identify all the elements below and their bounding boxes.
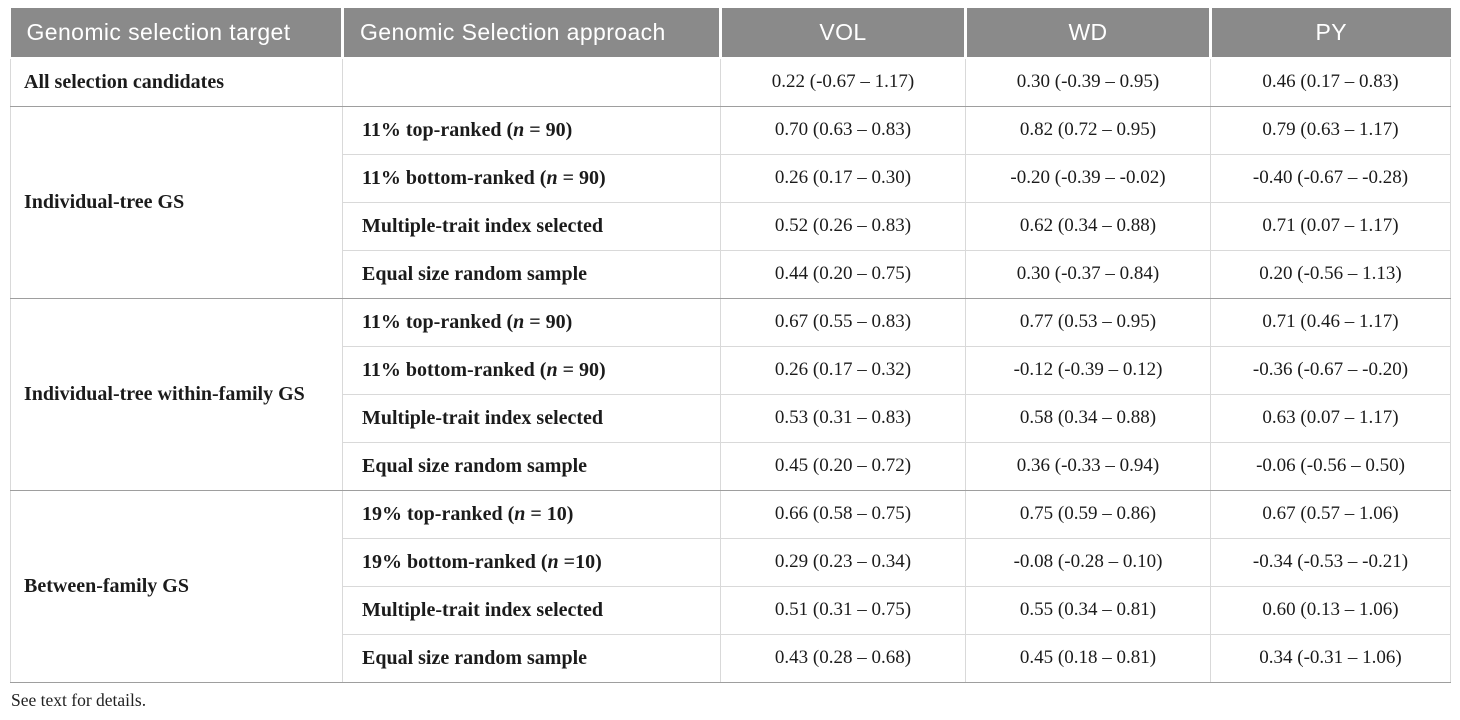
py-value-cell: -0.36 (-0.67 – -0.20) xyxy=(1210,345,1451,395)
vol-value-cell: 0.70 (0.63 – 0.83) xyxy=(720,105,966,155)
selection-target-cell: Individual-tree within-family GS xyxy=(10,297,343,491)
wd-value-cell: 0.45 (0.18 – 0.81) xyxy=(965,633,1211,683)
n-variable: n xyxy=(546,358,558,381)
selection-approach-cell: 11% top-ranked (n = 90) xyxy=(342,105,721,155)
py-value-cell: 0.34 (-0.31 – 1.06) xyxy=(1210,633,1451,683)
wd-value-cell: 0.58 (0.34 – 0.88) xyxy=(965,393,1211,443)
vol-value-cell: 0.45 (0.20 – 0.72) xyxy=(720,441,966,491)
vol-value-cell: 0.22 (-0.67 – 1.17) xyxy=(720,57,966,107)
wd-value-cell: -0.20 (-0.39 – -0.02) xyxy=(965,153,1211,203)
wd-value-cell: 0.75 (0.59 – 0.86) xyxy=(965,489,1211,539)
table-row: Between-family GS 19% top-ranked (n = 10)… xyxy=(10,489,1451,683)
column-header-py: PY xyxy=(1209,8,1451,59)
selection-approach-cell: 19% top-ranked (n = 10) xyxy=(342,489,721,539)
table-row: Equal size random sample 0.43 (0.28 – 0.6… xyxy=(11,633,1451,683)
table-body: All selection candidates 0.22 (-0.67 – 1.… xyxy=(10,57,1451,683)
table-row: Individual-tree within-family GS 11% top-… xyxy=(10,297,1451,491)
vol-value-cell: 0.26 (0.17 – 0.30) xyxy=(720,153,966,203)
n-variable: n xyxy=(546,166,558,189)
wd-value-cell: 0.30 (-0.37 – 0.84) xyxy=(965,249,1211,299)
n-variable: n xyxy=(513,310,525,333)
py-value-cell: 0.63 (0.07 – 1.17) xyxy=(1210,393,1451,443)
py-value-cell: -0.40 (-0.67 – -0.28) xyxy=(1210,153,1451,203)
table-row: Multiple-trait index selected 0.53 (0.31 … xyxy=(11,393,1451,443)
vol-value-cell: 0.29 (0.23 – 0.34) xyxy=(720,537,966,587)
n-variable: n xyxy=(547,550,559,573)
py-value-cell: -0.06 (-0.56 – 0.50) xyxy=(1210,441,1451,491)
wd-value-cell: 0.55 (0.34 – 0.81) xyxy=(965,585,1211,635)
wd-value-cell: -0.12 (-0.39 – 0.12) xyxy=(965,345,1211,395)
table-row: Equal size random sample 0.44 (0.20 – 0.7… xyxy=(11,249,1451,299)
vol-value-cell: 0.44 (0.20 – 0.75) xyxy=(720,249,966,299)
selection-target-cell: Individual-tree GS xyxy=(10,105,343,299)
table-header: Genomic selection target Genomic Selecti… xyxy=(10,8,1451,59)
table-row: Multiple-trait index selected 0.52 (0.26 … xyxy=(11,201,1451,251)
selection-approach-cell: Equal size random sample xyxy=(342,249,721,299)
wd-value-cell: 0.30 (-0.39 – 0.95) xyxy=(965,57,1211,107)
py-value-cell: -0.34 (-0.53 – -0.21) xyxy=(1210,537,1451,587)
vol-value-cell: 0.43 (0.28 – 0.68) xyxy=(720,633,966,683)
genomic-selection-results-table: Genomic selection target Genomic Selecti… xyxy=(10,8,1451,711)
py-value-cell: 0.60 (0.13 – 1.06) xyxy=(1210,585,1451,635)
py-value-cell: 0.79 (0.63 – 1.17) xyxy=(1210,105,1451,155)
py-value-cell: 0.71 (0.46 – 1.17) xyxy=(1210,297,1451,347)
n-variable: n xyxy=(514,502,526,525)
selection-approach-cell: 11% bottom-ranked (n = 90) xyxy=(342,345,721,395)
vol-value-cell: 0.51 (0.31 – 0.75) xyxy=(720,585,966,635)
table-footnote: See text for details. xyxy=(11,689,147,710)
table-row: All selection candidates 0.22 (-0.67 – 1.… xyxy=(10,57,1451,107)
vol-value-cell: 0.53 (0.31 – 0.83) xyxy=(720,393,966,443)
wd-value-cell: -0.08 (-0.28 – 0.10) xyxy=(965,537,1211,587)
selection-approach-cell: Equal size random sample xyxy=(342,633,721,683)
table-row: 19% bottom-ranked (n =10) 0.29 (0.23 – 0.… xyxy=(11,537,1451,587)
vol-value-cell: 0.52 (0.26 – 0.83) xyxy=(720,201,966,251)
table-row: 11% bottom-ranked (n = 90) 0.26 (0.17 – 0… xyxy=(11,345,1451,395)
wd-value-cell: 0.36 (-0.33 – 0.94) xyxy=(965,441,1211,491)
results-table: Genomic selection target Genomic Selecti… xyxy=(10,8,1451,683)
selection-approach-cell: Equal size random sample xyxy=(342,441,721,491)
vol-value-cell: 0.67 (0.55 – 0.83) xyxy=(720,297,966,347)
py-value-cell: 0.46 (0.17 – 0.83) xyxy=(1210,57,1451,107)
column-header-approach: Genomic Selection approach xyxy=(341,8,721,59)
table-row: Individual-tree GS 11% top-ranked (n = 90… xyxy=(10,105,1451,299)
selection-approach-cell: 11% bottom-ranked (n = 90) xyxy=(342,153,721,203)
wd-value-cell: 0.77 (0.53 – 0.95) xyxy=(965,297,1211,347)
selection-approach-cell: 11% top-ranked (n = 90) xyxy=(342,297,721,347)
vol-value-cell: 0.26 (0.17 – 0.32) xyxy=(720,345,966,395)
column-header-target: Genomic selection target xyxy=(10,8,343,59)
column-header-wd: WD xyxy=(964,8,1211,59)
n-variable: n xyxy=(513,118,525,141)
wd-value-cell: 0.62 (0.34 – 0.88) xyxy=(965,201,1211,251)
py-value-cell: 0.67 (0.57 – 1.06) xyxy=(1210,489,1451,539)
column-header-vol: VOL xyxy=(719,8,966,59)
selection-target-cell: Between-family GS xyxy=(10,489,343,683)
py-value-cell: 0.20 (-0.56 – 1.13) xyxy=(1210,249,1451,299)
header-row: Genomic selection target Genomic Selecti… xyxy=(10,8,1451,59)
selection-approach-cell: 19% bottom-ranked (n =10) xyxy=(342,537,721,587)
py-value-cell: 0.71 (0.07 – 1.17) xyxy=(1210,201,1451,251)
selection-target-cell: All selection candidates xyxy=(10,57,343,107)
vol-value-cell: 0.66 (0.58 – 0.75) xyxy=(720,489,966,539)
selection-approach-cell xyxy=(342,57,721,107)
selection-approach-cell: Multiple-trait index selected xyxy=(342,393,721,443)
wd-value-cell: 0.82 (0.72 – 0.95) xyxy=(965,105,1211,155)
selection-approach-cell: Multiple-trait index selected xyxy=(342,585,721,635)
table-row: Equal size random sample 0.45 (0.20 – 0.7… xyxy=(11,441,1451,491)
selection-approach-cell: Multiple-trait index selected xyxy=(342,201,721,251)
table-row: 11% bottom-ranked (n = 90) 0.26 (0.17 – 0… xyxy=(11,153,1451,203)
